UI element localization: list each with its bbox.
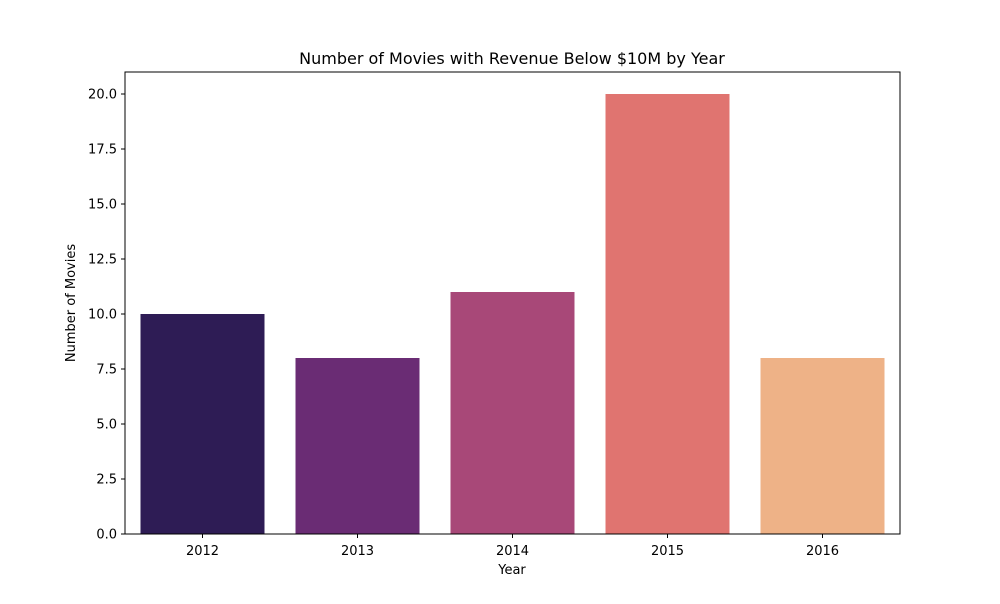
chart-title: Number of Movies with Revenue Below $10M… [299, 49, 725, 68]
x-tick-label: 2013 [341, 544, 374, 559]
y-tick-label: 5.0 [96, 418, 117, 433]
y-tick-label: 10.0 [88, 308, 117, 323]
y-tick-label: 7.5 [96, 363, 117, 378]
bar-2016 [760, 358, 885, 534]
y-axis-ticks: 0.0 2.5 5.0 7.5 10.0 12.5 15.0 17.5 20.0 [88, 88, 125, 543]
y-tick-label: 12.5 [88, 253, 117, 268]
bar-2014 [450, 292, 575, 534]
y-tick-label: 0.0 [96, 528, 117, 543]
y-tick-label: 17.5 [88, 143, 117, 158]
y-axis-title: Number of Movies [64, 244, 79, 362]
bar-2015 [605, 94, 730, 534]
x-tick-label: 2014 [496, 544, 529, 559]
x-axis-ticks: 2012 2013 2014 2015 2016 [186, 534, 839, 559]
x-tick-label: 2016 [806, 544, 839, 559]
y-tick-label: 20.0 [88, 88, 117, 103]
y-tick-label: 2.5 [96, 473, 117, 488]
plot-frame [124, 71, 901, 535]
bar-2012 [140, 314, 265, 534]
x-axis-title: Year [497, 563, 526, 578]
x-tick-label: 2012 [186, 544, 219, 559]
bar-2013 [295, 358, 420, 534]
y-tick-label: 15.0 [88, 198, 117, 213]
bars-layer [140, 94, 885, 534]
x-tick-label: 2015 [651, 544, 684, 559]
